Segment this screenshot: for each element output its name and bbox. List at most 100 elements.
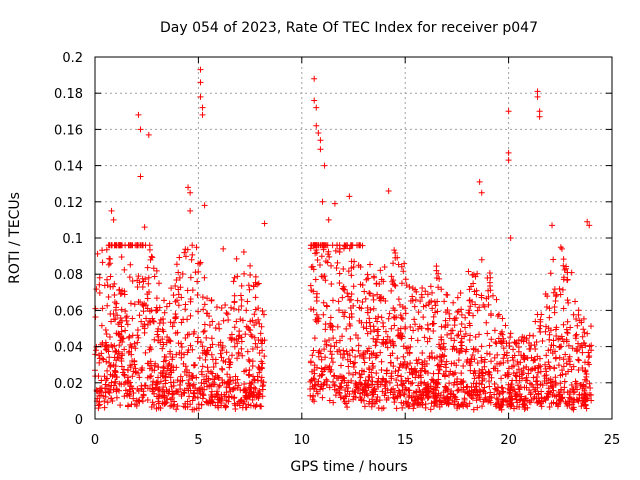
data-point [346,245,353,252]
data-point [460,401,467,408]
data-point [219,366,226,373]
data-point [162,380,169,387]
data-point [539,337,546,344]
data-point-peak [311,97,318,104]
data-point [553,333,560,340]
data-point [588,397,595,404]
data-point [466,388,473,395]
data-point [500,388,507,395]
data-point [238,282,245,289]
data-point-peak [135,111,142,118]
data-point [173,277,180,284]
data-point [374,318,381,325]
data-point [139,283,146,290]
data-point [307,378,314,385]
data-point [195,405,202,412]
data-point [235,382,242,389]
data-point [374,336,381,343]
data-point [130,390,137,397]
data-point [398,263,405,270]
data-point [213,391,220,398]
data-point [579,385,586,392]
data-point [467,362,474,369]
data-point [193,374,200,381]
data-point [201,386,208,393]
data-point [101,373,108,380]
data-point [163,399,170,406]
data-point [543,352,550,359]
data-point [443,364,450,371]
data-point [185,346,192,353]
data-point [214,402,221,409]
data-point [358,397,365,404]
data-point [420,303,427,310]
data-point [231,324,238,331]
data-point [426,355,433,362]
data-point [402,325,409,332]
data-point [186,382,193,389]
data-point [454,332,461,339]
data-point [509,354,516,361]
data-point [222,302,229,309]
data-point [309,396,316,403]
data-point [413,393,420,400]
data-point [204,295,211,302]
data-point-peak [145,131,152,138]
data-point [201,301,208,308]
data-point [134,326,141,333]
data-point [519,333,526,340]
data-point [251,392,258,399]
data-point [586,352,593,359]
data-point [149,388,156,395]
data-point [257,337,264,344]
data-point [199,343,206,350]
data-point [245,401,252,408]
data-point [415,309,422,316]
data-point [222,404,229,411]
ticks [94,56,613,420]
data-point [179,271,186,278]
data-point [170,379,177,386]
data-point [96,355,103,362]
data-point [242,386,249,393]
data-point [119,352,126,359]
data-point [330,378,337,385]
data-point [101,398,108,405]
data-point [114,312,121,319]
data-point [327,320,334,327]
data-point [308,377,315,384]
data-point [347,305,354,312]
data-point [498,401,505,408]
data-point [368,350,375,357]
data-point [323,302,330,309]
data-point [339,333,346,340]
data-point [564,297,571,304]
data-point [135,242,142,249]
data-point [350,393,357,400]
data-point [157,378,164,385]
data-point [163,369,170,376]
data-point [388,373,395,380]
data-point [437,398,444,405]
data-point [426,335,433,342]
data-point [581,340,588,347]
data-point [173,389,180,396]
data-point [151,273,158,280]
data-point [216,382,223,389]
data-point [395,296,402,303]
data-point [223,349,230,356]
data-point [359,242,366,249]
data-point [516,403,523,410]
data-point [189,287,196,294]
data-point [174,329,181,336]
data-point-peak [137,173,144,180]
data-point [147,373,154,380]
data-point [560,338,567,345]
data-point [405,387,412,394]
data-point [149,254,156,261]
data-point [550,342,557,349]
data-point [189,406,196,413]
data-point [397,360,404,367]
data-point [170,390,177,397]
data-point [201,274,208,281]
